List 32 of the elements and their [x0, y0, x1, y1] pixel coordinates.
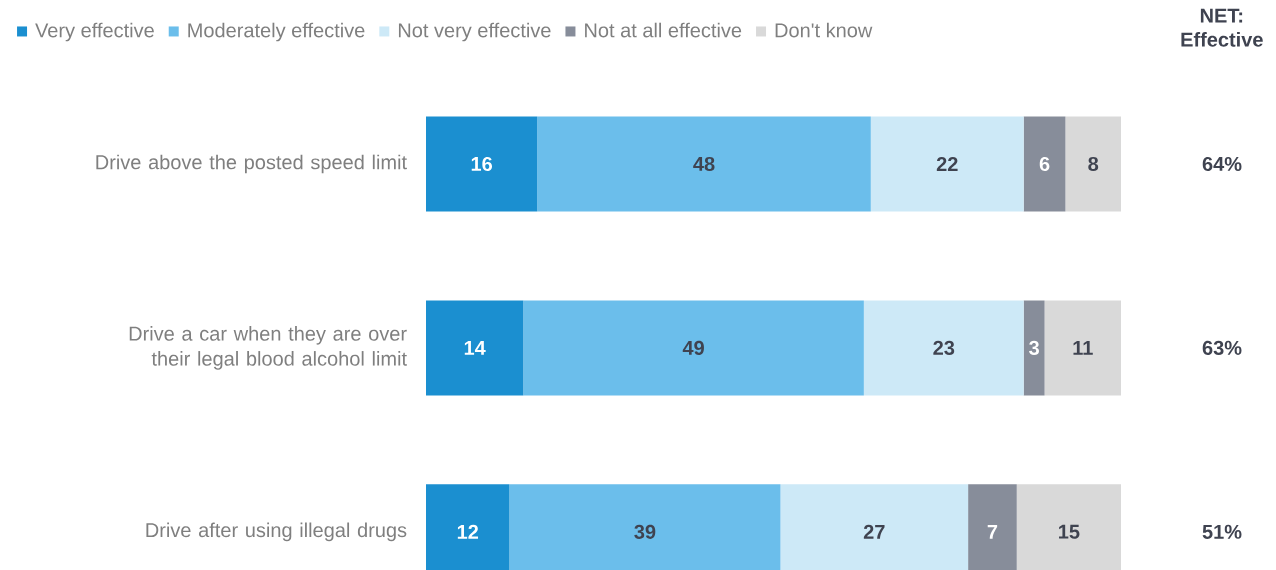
data-label: 15: [1059, 524, 1080, 539]
bar: [537, 116, 871, 212]
legend-label: Not at all effective: [585, 22, 742, 38]
data-label: 6: [1039, 156, 1050, 172]
legend-label: Moderately effective: [188, 22, 365, 42]
data-label: 48: [693, 156, 715, 172]
bar: [1023, 116, 1066, 212]
data-label: 7: [987, 524, 998, 539]
data-label: 39: [634, 524, 656, 539]
bar: [870, 116, 1024, 212]
legend-label: Very effective: [35, 22, 154, 42]
data-label: 49: [682, 340, 704, 355]
legend-label: Don't know: [775, 22, 873, 38]
data-label: 22: [936, 156, 958, 171]
y-tick-label: Drive above the posted speed limit: [96, 154, 407, 174]
data-label: 23: [933, 340, 955, 355]
y-tick-label: Drive a car when they are over their legal blood alcohol limit: [129, 326, 407, 370]
data-label: 3: [1029, 340, 1039, 355]
bar: [1065, 116, 1122, 212]
bar: [426, 116, 538, 212]
text: 63%: [1202, 340, 1242, 355]
data-label: 16: [471, 156, 493, 172]
text: 51%: [1202, 524, 1242, 539]
data-label: 11: [1073, 341, 1093, 355]
text: NET: Effective: [1181, 8, 1263, 47]
data-label: 8: [1088, 156, 1099, 172]
data-label: 12: [457, 524, 479, 539]
data-label: 14: [464, 341, 486, 355]
text: 64%: [1202, 156, 1242, 172]
legend-label: Not very effective: [398, 22, 551, 42]
y-tick-label: Drive after using illegal drugs: [146, 522, 407, 542]
data-label: 27: [863, 524, 885, 539]
